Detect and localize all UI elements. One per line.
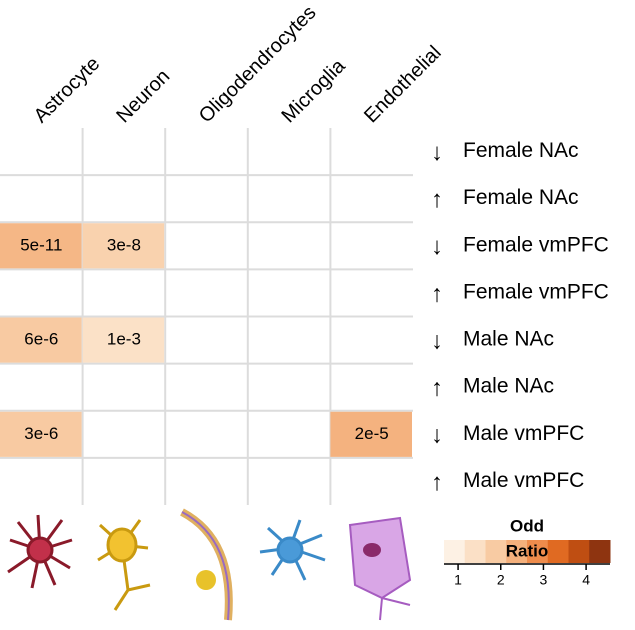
color-swatch — [506, 540, 528, 563]
neuron-icon — [97, 519, 151, 611]
row-arrow: ↑ — [431, 280, 443, 307]
heat-cell — [330, 411, 412, 457]
row-arrow: ↓ — [431, 327, 443, 354]
heat-cell — [0, 411, 82, 457]
column-label: Endothelial — [360, 42, 446, 128]
row-arrow: ↑ — [431, 375, 443, 402]
colorbar-tick-label: 3 — [540, 572, 548, 588]
row-label: Female NAc — [463, 186, 579, 209]
column-label: Astrocyte — [30, 53, 105, 128]
heat-cell — [82, 317, 165, 363]
color-swatch — [527, 540, 549, 563]
cell-label: 1e-3 — [107, 330, 141, 349]
cell-label: 2e-5 — [355, 424, 389, 443]
color-swatch — [485, 540, 507, 563]
row-arrow: ↑ — [431, 186, 443, 213]
grid — [0, 128, 413, 505]
heat-cell — [82, 223, 165, 269]
heat-cell — [0, 223, 82, 269]
row-arrow: ↑ — [431, 469, 443, 496]
colorbar: 1 2 3 4 Odd Ratio — [444, 516, 611, 588]
colorbar-tick-label: 1 — [454, 572, 462, 588]
colorbar-subtitle: Ratio — [506, 541, 549, 560]
row-arrow: ↓ — [431, 139, 443, 166]
cell-label: 3e-8 — [107, 235, 141, 254]
row-label: Female NAc — [463, 139, 579, 162]
colorbar-tick-label: 2 — [497, 572, 505, 588]
astrocyte-icon — [7, 514, 73, 589]
cell-label: 3e-6 — [24, 424, 58, 443]
colorbar-tick-label: 4 — [582, 572, 590, 588]
oligodendrocyte-icon — [180, 508, 233, 621]
column-label: Neuron — [112, 65, 174, 127]
row-label: Male NAc — [463, 375, 554, 398]
color-swatch — [589, 540, 611, 563]
row-label: Female vmPFC — [463, 233, 609, 256]
cells: 5e-11 3e-8 6e-6 1e-3 3e-6 2e-5 — [0, 223, 412, 457]
color-swatch — [464, 540, 486, 563]
row-label: Male NAc — [463, 328, 554, 351]
color-swatch — [547, 540, 569, 563]
row-label: Female vmPFC — [463, 280, 609, 303]
row-label: Male vmPFC — [463, 469, 584, 492]
row-arrow: ↓ — [431, 422, 443, 449]
color-swatch — [568, 540, 590, 563]
color-swatch — [444, 540, 466, 563]
column-label: Microglia — [278, 55, 351, 128]
cell-label: 6e-6 — [24, 330, 58, 349]
endothelial-icon — [348, 516, 412, 621]
microglia-icon — [259, 519, 326, 581]
colorbar-title: Odd — [510, 516, 544, 535]
row-label: Male vmPFC — [463, 422, 584, 445]
heat-cell — [0, 317, 82, 363]
row-arrow: ↓ — [431, 233, 443, 260]
cell-label: 5e-11 — [20, 235, 62, 254]
